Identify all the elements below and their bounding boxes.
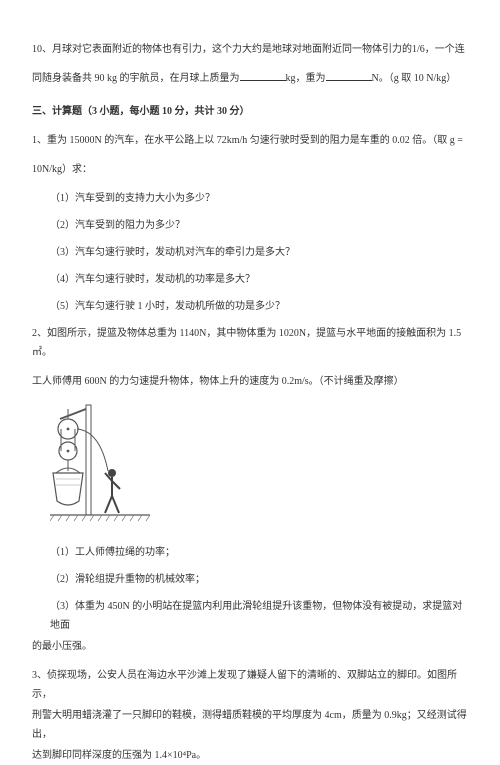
q2-figure — [50, 401, 468, 531]
basket — [53, 473, 83, 505]
ground-hatch — [50, 515, 150, 521]
q1-sub1: （1）汽车受到的支持力大小为多少？ — [32, 189, 468, 208]
q10-text-d: N。（g 取 10 N/kg） — [372, 73, 457, 84]
q2-sub2: （2）滑轮组提升重物的机械效率； — [32, 570, 468, 589]
top-arm — [60, 409, 86, 419]
blank-mass — [240, 71, 286, 81]
person-leg-left — [105, 496, 112, 513]
q2-sub1: （1）工人师傅拉绳的功率； — [32, 543, 468, 562]
q10-text-c: kg，重为 — [286, 73, 326, 84]
q1-sub2: （2）汽车受到的阻力为多少？ — [32, 216, 468, 235]
pole — [86, 405, 91, 515]
q3: 3、侦探现场，公安人员在海边水平沙滩上发现了嫌疑人留下的清晰的、双脚站立的脚印。… — [32, 666, 468, 765]
q3-line-b: 刑警大明用蜡浇灌了一只脚印的鞋模，测得蜡质鞋模的平均厚度为 4cm，质量为 0.… — [32, 706, 468, 744]
person-head — [108, 469, 116, 477]
q1-sub4: （4）汽车匀速行驶时，发动机的功率是多大？ — [32, 270, 468, 289]
q2-sub3-a: （3）体重为 450N 的小明站在提篮内利用此滑轮组提升该重物，但物体没有被提动… — [32, 597, 468, 635]
q1: 1、重为 15000N 的汽车，在水平公路上以 72km/h 匀速行驶时受到的阻… — [32, 131, 468, 316]
q10-line1: 10、月球对它表面附近的物体也有引力，这个力大约是地球对地面附近同一物体引力的1… — [32, 40, 468, 59]
q2-intro-b: 工人师傅用 600N 的力匀速提升物体，物体上升的速度为 0.2m/s。（不计绳… — [32, 372, 468, 391]
lower-pulley-axle — [67, 450, 70, 453]
q1-sub3: （3）汽车匀速行驶时，发动机对汽车的牵引力是多大？ — [32, 243, 468, 262]
q10-text-a: 10、月球对它表面附近的物体也有引力，这个力大约是地球对地面附近同一物体引力的1… — [32, 44, 465, 55]
q2-intro-a: 2、如图所示，提篮及物体总重为 1140N，其中物体重为 1020N，提篮与水平… — [32, 324, 468, 362]
person-leg-right — [112, 496, 119, 513]
pull-rope — [77, 429, 108, 471]
blank-weight — [326, 71, 372, 81]
q3-line-a: 3、侦探现场，公安人员在海边水平沙滩上发现了嫌疑人留下的清晰的、双脚站立的脚印。… — [32, 666, 468, 704]
q2: 2、如图所示，提篮及物体总重为 1140N，其中物体重为 1020N，提篮与水平… — [32, 324, 468, 656]
pulley-diagram — [50, 401, 160, 531]
q3-line-c: 达到脚印同样深度的压强为 1.4×10⁴Pa。 — [32, 746, 468, 765]
person-arm-right — [112, 481, 120, 489]
q1-intro-b: 10N/kg）求： — [32, 160, 468, 179]
q10: 10、月球对它表面附近的物体也有引力，这个力大约是地球对地面附近同一物体引力的1… — [32, 40, 468, 88]
q10-line2: 同随身装备共 90 kg 的宇航员，在月球上质量为 kg，重为 N。（g 取 10 … — [32, 69, 468, 88]
q10-text-b: 同随身装备共 90 kg 的宇航员，在月球上质量为 — [32, 73, 240, 84]
q1-sub5: （5）汽车匀速行驶 1 小时，发动机所做的功是多少？ — [32, 297, 468, 316]
upper-pulley-axle — [67, 428, 70, 431]
q1-intro-a: 1、重为 15000N 的汽车，在水平公路上以 72km/h 匀速行驶时受到的阻… — [32, 131, 468, 150]
q2-sub3-b: 的最小压强。 — [32, 637, 468, 656]
section3-title: 三、计算题（3 小题，每小题 10 分，共计 30 分） — [32, 102, 468, 121]
